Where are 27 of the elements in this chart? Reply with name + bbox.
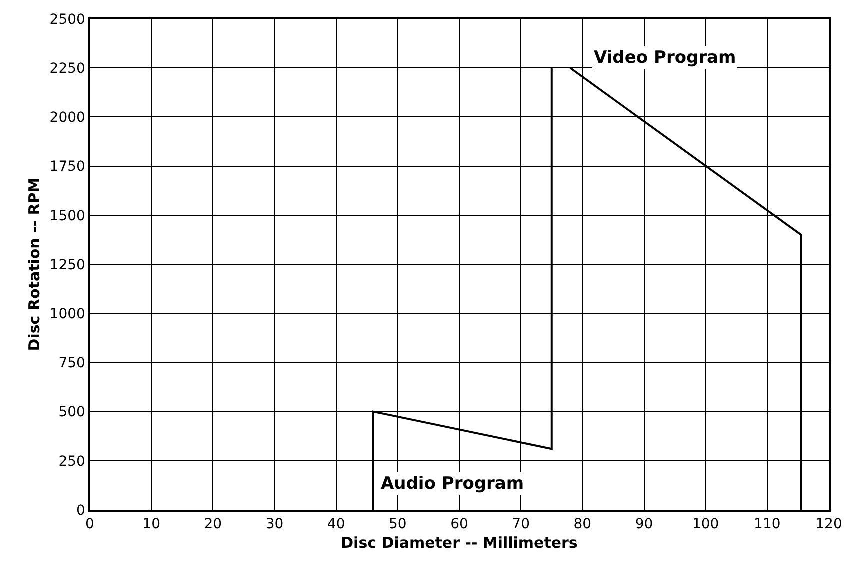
- y-axis-title: Disc Rotation -- RPM: [26, 178, 44, 352]
- x-tick-label: 60: [450, 516, 468, 533]
- x-tick-label: 70: [512, 516, 530, 533]
- y-tick-label: 250: [58, 454, 86, 470]
- y-tick-label: 500: [58, 404, 86, 421]
- x-tick-label: 50: [389, 516, 407, 533]
- series-label: Video Program: [594, 48, 736, 68]
- y-tick-label: 2500: [50, 12, 86, 28]
- y-tick-label: 2250: [50, 61, 86, 77]
- y-tick-label: 1500: [50, 208, 86, 224]
- y-tick-label: 1000: [50, 306, 86, 322]
- x-tick-label: 100: [692, 516, 720, 533]
- y-tick-label: 0: [76, 502, 86, 519]
- x-axis-title: Disc Diameter -- Millimeters: [341, 534, 578, 552]
- x-tick-label: 20: [204, 516, 222, 533]
- y-tick-label: 1250: [50, 257, 86, 274]
- x-tick-label: 80: [574, 516, 592, 533]
- y-tick-label: 1750: [50, 159, 86, 176]
- x-tick-label: 110: [754, 516, 781, 533]
- y-tick-label: 2000: [50, 110, 86, 126]
- series-label: Audio Program: [381, 474, 524, 494]
- y-tick-label: 750: [58, 356, 86, 372]
- x-tick-label: 40: [327, 516, 346, 533]
- x-tick-label: 90: [635, 516, 654, 533]
- x-tick-label: 10: [142, 516, 160, 533]
- x-tick-label: 120: [816, 516, 842, 533]
- x-tick-label: 30: [266, 516, 284, 533]
